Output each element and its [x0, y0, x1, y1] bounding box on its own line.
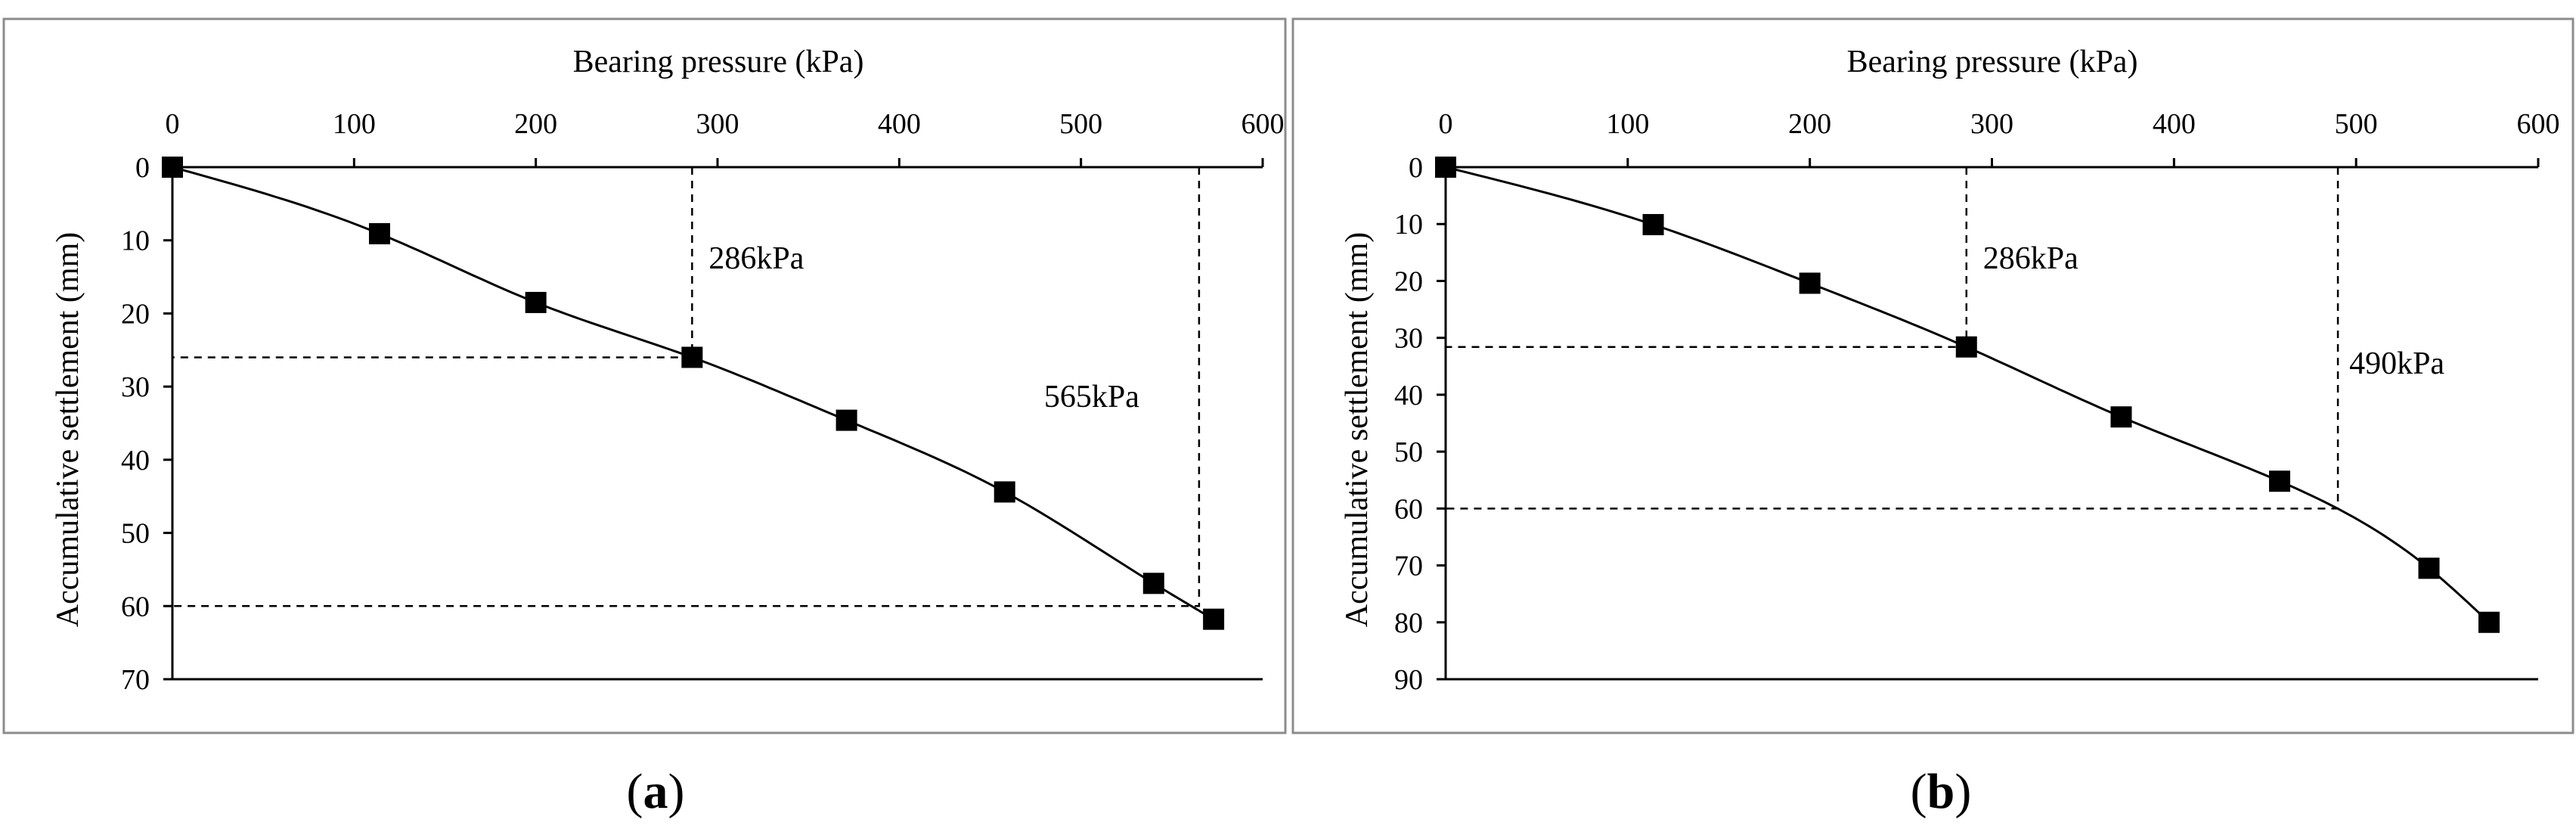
panel-b-x-tick-label: 600	[2517, 108, 2560, 140]
panel-a-y-axis-title: Accumulative settlement (mm)	[51, 232, 85, 628]
panel-a-guide-2	[172, 167, 1201, 607]
panel-a-y-tick-label: 20	[121, 298, 150, 330]
panel-a-frame	[2, 17, 1287, 734]
panel-b-data-point	[2478, 611, 2500, 633]
panel-a-data-point	[162, 157, 183, 178]
panel-a-caption-letter: a	[643, 764, 668, 819]
panel-a-x-tick-label: 400	[878, 108, 921, 140]
panel-a-data-point	[994, 481, 1015, 503]
panel-a-y-tick-label: 40	[121, 445, 150, 477]
panel-b-y-tick-label: 0	[1409, 152, 1423, 184]
panel-b-caption: (b)	[1911, 764, 1972, 819]
panel-a-data-point	[525, 291, 547, 313]
panel-a-plot: 0 100 200 300 400 500 600 0 10 20 30 40 50 60 70	[121, 108, 1285, 696]
panel-b-guide-label-1: 286kPa	[1983, 241, 2078, 276]
panel-a-series-line	[172, 166, 1214, 621]
panel-b-plot: 0 100 200 300 400 500 600 0 10 20 30 40 50 60 70 80 90	[1394, 108, 2560, 696]
panel-a-y-tick-label: 50	[121, 518, 150, 550]
panel-b-x-axis-title: Bearing pressure (kPa)	[1847, 45, 2138, 79]
panel-b-data-point	[2418, 557, 2440, 579]
panel-b-data-point	[2269, 470, 2291, 492]
panel-a-caption: (a)	[627, 764, 685, 819]
panel-a-guide-label-1: 286kPa	[708, 241, 804, 276]
panel-b-y-tick-label: 40	[1394, 380, 1423, 411]
panel-b-data-point	[1799, 272, 1821, 294]
panel-b-x-tick-label: 0	[1439, 108, 1453, 140]
panel-a-data-point	[368, 223, 390, 245]
panel-b-x-tick-label: 100	[1606, 108, 1649, 140]
panel-a-x-tick-label: 200	[514, 108, 557, 140]
panel-b: Bearing pressure (kPa) Accumulative sett…	[1291, 17, 2574, 819]
panel-b-y-tick-label: 90	[1394, 664, 1423, 696]
panel-a-data-point	[835, 409, 857, 431]
panel-b-x-tick-label: 400	[2153, 108, 2196, 140]
panel-a-data-point	[681, 346, 703, 368]
panel-b-series-line	[1445, 166, 2491, 623]
panel-b-y-tick-label: 20	[1394, 265, 1423, 297]
panel-a-guide-label-2: 565kPa	[1044, 380, 1139, 414]
panel-a-y-tick-label: 60	[121, 591, 150, 622]
panel-a-y-tick-label: 0	[135, 152, 150, 184]
panel-a-y-tick-label: 70	[121, 664, 150, 696]
panel-b-frame	[1291, 17, 2574, 734]
panel-a-x-tick-label: 600	[1242, 108, 1285, 140]
panel-b-y-tick-label: 50	[1394, 436, 1423, 468]
panel-b-x-tick-label: 200	[1788, 108, 1831, 140]
panel-a: Bearing pressure (kPa) Accumulative sett…	[2, 17, 1287, 819]
panel-a-guide-1	[172, 167, 693, 359]
panel-b-data-point	[2110, 406, 2132, 428]
panel-b-y-tick-label: 10	[1394, 209, 1423, 241]
panel-a-x-tick-label: 500	[1059, 108, 1102, 140]
panel-b-y-tick-label: 60	[1394, 493, 1423, 525]
panel-b-x-tick-label: 500	[2335, 108, 2378, 140]
panel-b-data-point	[1435, 157, 1456, 178]
panel-b-guide-label-2: 490kPa	[2349, 346, 2444, 381]
panel-a-data-point	[1203, 608, 1225, 630]
panel-b-x-tick-label: 300	[1970, 108, 2013, 140]
panel-b-caption-letter: b	[1927, 764, 1955, 819]
panel-a-x-tick-label: 100	[333, 108, 376, 140]
panel-b-y-tick-label: 70	[1394, 551, 1423, 582]
panel-a-y-tick-label: 30	[121, 371, 150, 403]
panel-a-x-tick-label: 0	[166, 108, 180, 140]
panel-b-y-axis-title: Accumulative settlement (mm)	[1340, 232, 1375, 628]
panel-a-x-axis-title: Bearing pressure (kPa)	[573, 45, 864, 79]
panel-b-y-tick-label: 30	[1394, 323, 1423, 355]
panel-b-y-tick-label: 80	[1394, 607, 1423, 639]
panel-a-x-tick-label: 300	[696, 108, 739, 140]
panel-b-data-point	[1642, 213, 1664, 235]
panel-a-data-point	[1142, 573, 1164, 595]
panel-b-data-point	[1955, 336, 1977, 358]
panel-a-y-tick-label: 10	[121, 225, 150, 257]
